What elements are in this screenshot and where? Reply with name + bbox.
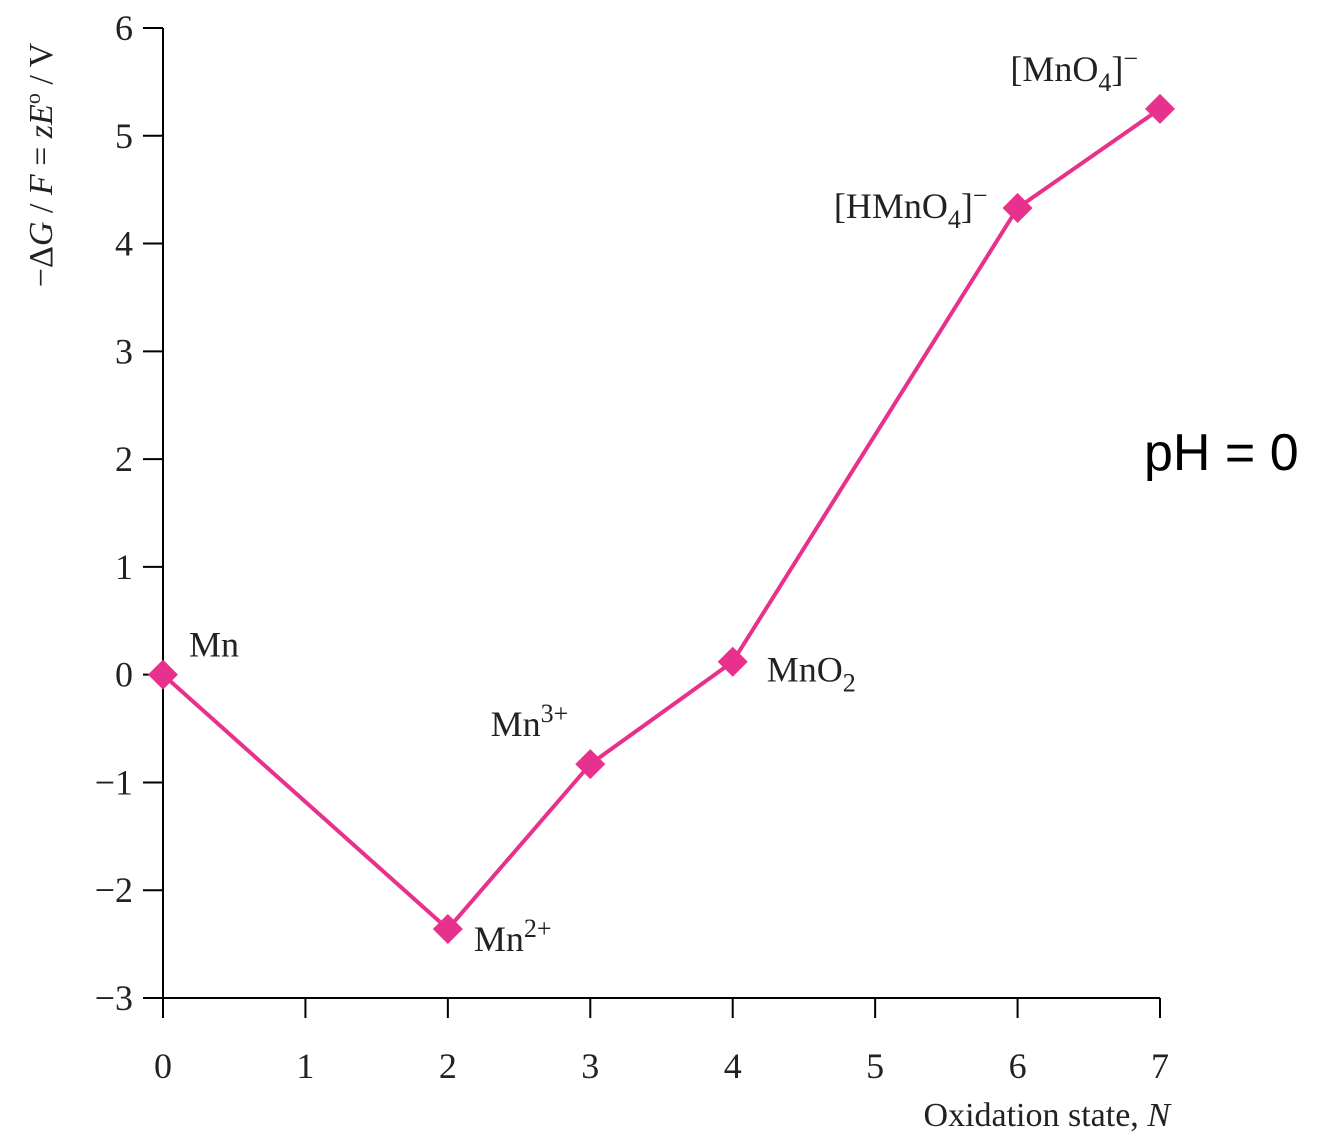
- data-point-3: [717, 646, 748, 677]
- point-label-0: Mn: [189, 625, 239, 665]
- point-labels: Mn Mn2+ Mn3+ MnO2 [HMnO4]− [MnO4]−: [189, 44, 1138, 959]
- y-tick-label-3: 3: [115, 331, 133, 371]
- x-tick-label-0: 0: [154, 1046, 172, 1086]
- point-label-3: MnO2: [767, 650, 856, 698]
- data-point-1: [432, 914, 463, 945]
- point-label-5: [MnO4]−: [1010, 44, 1138, 97]
- point-label-4: [HMnO4]−: [834, 181, 988, 234]
- x-tick-label-5: 5: [866, 1046, 884, 1086]
- y-tick-label-4: 4: [115, 224, 133, 264]
- y-ticks: −3 −2 −1 0 1 2 3 4 5 6: [95, 8, 163, 1018]
- x-ticks: 0 1 2 3 4 5 6 7: [154, 998, 1169, 1086]
- x-tick-label-3: 3: [581, 1046, 599, 1086]
- series-line-0: [161, 107, 1162, 932]
- y-tick-label-2: 2: [115, 439, 133, 479]
- point-label-1: Mn2+: [474, 914, 552, 959]
- y-tick-label-5: 5: [115, 116, 133, 156]
- data-point-2: [575, 749, 606, 780]
- x-tick-label-6: 6: [1009, 1046, 1027, 1086]
- x-tick-label-1: 1: [296, 1046, 314, 1086]
- x-axis-title: Oxidation state, N: [924, 1097, 1173, 1134]
- x-tick-label-2: 2: [439, 1046, 457, 1086]
- y-tick-label-1: 1: [115, 547, 133, 587]
- x-tick-label-4: 4: [724, 1046, 742, 1086]
- y-tick-label-6: 6: [115, 8, 133, 48]
- axes: [162, 28, 1160, 999]
- y-tick-label--2: −2: [95, 870, 133, 910]
- point-label-2: Mn3+: [491, 699, 569, 744]
- data-point-0: [148, 659, 178, 690]
- y-axis-title: −ΔG / F = zEo / V: [20, 42, 60, 287]
- series-layer: [148, 93, 1175, 945]
- y-tick-label--1: −1: [95, 762, 133, 802]
- y-tick-label-0: 0: [115, 655, 133, 695]
- data-point-5: [1145, 93, 1175, 124]
- y-tick-label--3: −3: [95, 978, 133, 1018]
- ph-annotation: pH = 0: [1144, 424, 1299, 482]
- data-point-4: [1002, 192, 1033, 223]
- x-tick-label-7: 7: [1151, 1046, 1169, 1086]
